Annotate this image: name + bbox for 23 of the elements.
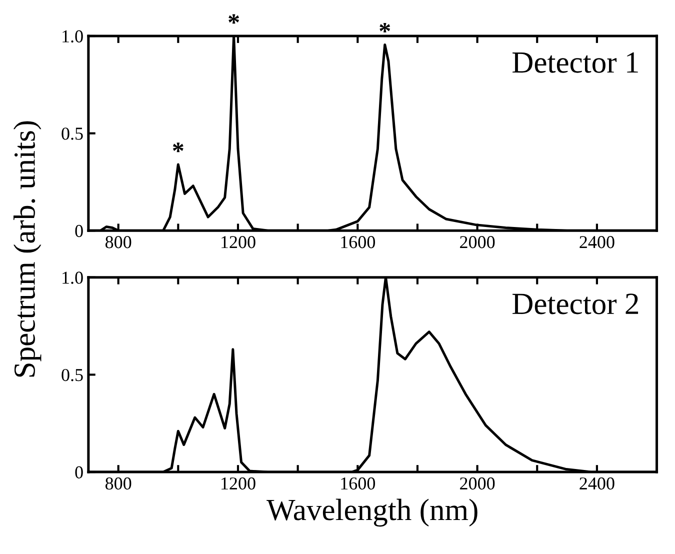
x-tick-label: 1600 [341,477,376,490]
annotation: Detector 1 [512,52,638,73]
annotation: * [228,14,240,24]
annotation: Detector 2 [512,294,638,314]
annotation: * [172,142,184,152]
y-tick-label: 0 [75,466,83,478]
x-tick-label: 2000 [460,236,495,248]
y-axis-title: Spectrum (arb. units) [14,121,42,377]
y-tick-label: 1.0 [62,272,83,284]
y-tick-label: 0.5 [62,128,83,140]
x-tick-label: 1200 [222,236,256,248]
x-tick-label: 2400 [580,477,614,490]
x-tick-label: 800 [105,236,132,248]
x-axis-title: Wavelength (nm) [266,498,478,527]
y-tick-label: 0 [75,224,83,238]
x-tick-label: 800 [105,477,132,490]
x-tick-label: 2000 [460,477,495,490]
x-tick-label: 2400 [580,236,614,248]
x-tick-label: 1200 [222,477,256,490]
y-tick-label: 0.5 [62,368,83,382]
annotation: * [380,22,390,32]
y-tick-label: 1.0 [62,30,83,43]
x-tick-label: 1600 [341,236,376,248]
